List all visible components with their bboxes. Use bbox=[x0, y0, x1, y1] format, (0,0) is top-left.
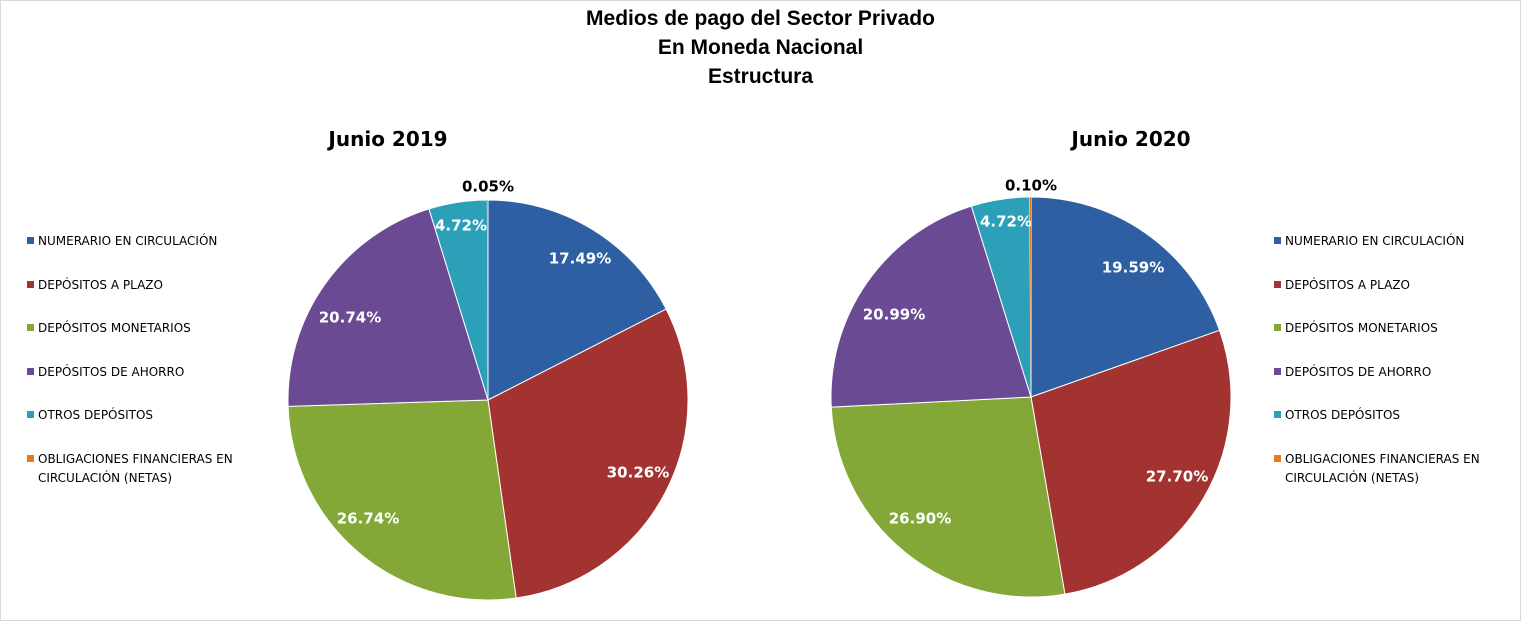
chart-title-line-1: Medios de pago del Sector Privado bbox=[586, 7, 935, 30]
legend-swatch bbox=[27, 237, 34, 244]
legend-label-line: NUMERARIO EN CIRCULACIÓN bbox=[38, 234, 218, 248]
chart-title-line-2: En Moneda Nacional bbox=[657, 36, 864, 59]
legend-swatch bbox=[27, 411, 34, 418]
pie-slice bbox=[970, 196, 1032, 398]
pie-title-2019: Junio 2019 bbox=[328, 127, 448, 151]
legend-label-line: CIRCULACIÓN (NETAS) bbox=[38, 471, 173, 485]
legend-label: DEPÓSITOS A PLAZO bbox=[38, 276, 163, 295]
pie-slice bbox=[487, 199, 667, 401]
pie-0: 17.49% 30.26% 26.74% 20.74% 4.72% 0.05% bbox=[287, 178, 689, 601]
pie-slice-label: 0.10% bbox=[1005, 177, 1057, 195]
pie-slice-label: 20.99% bbox=[863, 306, 925, 324]
pie-slice bbox=[428, 199, 489, 401]
legend-label-line: DEPÓSITOS A PLAZO bbox=[1285, 278, 1410, 292]
legend-label-line: DEPÓSITOS MONETARIOS bbox=[1285, 321, 1438, 335]
legend-swatch bbox=[1274, 237, 1281, 244]
legend-label: DEPÓSITOS A PLAZO bbox=[1285, 276, 1410, 295]
chart-title: Medios de pago del Sector Privado En Mon… bbox=[0, 4, 1521, 91]
legend-label-line: OTROS DEPÓSITOS bbox=[1285, 408, 1401, 422]
pie-slice bbox=[830, 205, 1032, 408]
chart-title-line-3: Estructura bbox=[707, 65, 814, 88]
pie-slice bbox=[1029, 197, 1031, 397]
legend-label: NUMERARIO EN CIRCULACIÓN bbox=[38, 232, 217, 251]
pie-slice-label: 26.74% bbox=[337, 510, 399, 528]
legend-label: DEPÓSITOS MONETARIOS bbox=[38, 319, 191, 338]
legend-label: NUMERARIO EN CIRCULACIÓN bbox=[1285, 232, 1464, 251]
pie-slice bbox=[830, 396, 1066, 598]
pie-slice bbox=[287, 208, 489, 407]
legend-label-line: DEPÓSITOS MONETARIOS bbox=[38, 321, 191, 335]
legend-label: DEPÓSITOS MONETARIOS bbox=[1285, 319, 1438, 338]
pie-slice-label: 19.59% bbox=[1102, 259, 1164, 277]
pie-slice bbox=[487, 308, 689, 599]
legend-label: OTROS DEPÓSITOS bbox=[1285, 406, 1400, 425]
legend-label: DEPÓSITOS DE AHORRO bbox=[1285, 363, 1431, 382]
pie-slice-label: 26.90% bbox=[889, 510, 951, 528]
pie-slice bbox=[487, 200, 488, 400]
legend-swatch bbox=[1274, 455, 1281, 462]
legend-swatch bbox=[1274, 368, 1281, 375]
legend-label-line: DEPÓSITOS A PLAZO bbox=[38, 278, 163, 292]
pie-slice-label: 27.70% bbox=[1146, 468, 1208, 486]
legend-swatch bbox=[27, 324, 34, 331]
pie-slice-label: 0.05% bbox=[462, 178, 514, 196]
legend-label-line: NUMERARIO EN CIRCULACIÓN bbox=[1285, 234, 1465, 248]
legend-swatch bbox=[1274, 281, 1281, 288]
legend-label: DEPÓSITOS DE AHORRO bbox=[38, 363, 184, 382]
legend-label-line: CIRCULACIÓN (NETAS) bbox=[1285, 471, 1420, 485]
pie-slice-label: 30.26% bbox=[607, 464, 669, 482]
legend-label-line: OBLIGACIONES FINANCIERAS EN bbox=[38, 452, 233, 466]
pie-slice bbox=[1030, 196, 1221, 398]
pie-slice bbox=[287, 399, 517, 601]
legend-label-line: DEPÓSITOS DE AHORRO bbox=[1285, 365, 1432, 379]
pie-title-2020: Junio 2020 bbox=[1071, 127, 1191, 151]
pie-slice-label: 4.72% bbox=[980, 213, 1032, 231]
legend-label-line: OBLIGACIONES FINANCIERAS EN bbox=[1285, 452, 1480, 466]
pie-slice-label: 20.74% bbox=[319, 309, 381, 327]
legend-label-line: DEPÓSITOS DE AHORRO bbox=[38, 365, 185, 379]
legend-label: OTROS DEPÓSITOS bbox=[38, 406, 153, 425]
legend-swatch bbox=[1274, 324, 1281, 331]
legend-swatch bbox=[1274, 411, 1281, 418]
pie-slice-label: 4.72% bbox=[435, 217, 487, 235]
legend-label: OBLIGACIONES FINANCIERAS EN CIRCULACIÓN (… bbox=[1285, 450, 1480, 488]
pie-slice bbox=[1030, 329, 1232, 595]
legend-swatch bbox=[27, 281, 34, 288]
legend-swatch bbox=[27, 368, 34, 375]
legend-swatch bbox=[27, 455, 34, 462]
pie-1: 19.59% 27.70% 26.90% 20.99% 4.72% 0.10% bbox=[830, 177, 1232, 598]
pie-slice-label: 17.49% bbox=[549, 250, 611, 268]
legend-label-line: OTROS DEPÓSITOS bbox=[38, 408, 154, 422]
legend-label: OBLIGACIONES FINANCIERAS EN CIRCULACIÓN (… bbox=[38, 450, 233, 488]
